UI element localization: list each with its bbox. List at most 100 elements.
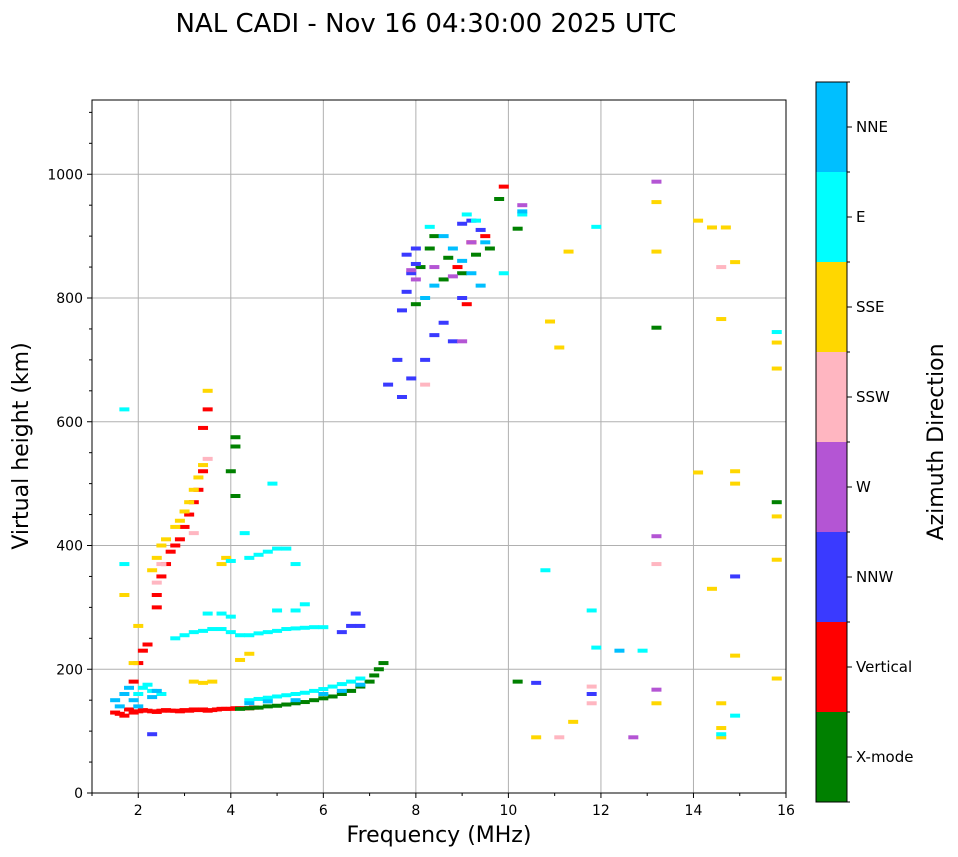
colorbar-segment (816, 352, 847, 442)
data-point (346, 623, 357, 628)
data-point (771, 676, 782, 681)
data-point (188, 531, 199, 536)
data-point (174, 537, 185, 542)
data-point (230, 444, 241, 449)
data-point (471, 252, 482, 257)
data-point (188, 630, 199, 635)
data-point (119, 562, 130, 567)
data-point (272, 694, 283, 699)
y-tick-label: 0 (74, 786, 83, 802)
data-point (221, 555, 232, 560)
data-point (244, 555, 255, 560)
data-point (480, 234, 491, 239)
data-point (133, 692, 144, 696)
data-point (420, 296, 431, 300)
data-point (142, 642, 153, 647)
data-point (373, 667, 384, 672)
data-point (262, 630, 273, 635)
data-point (346, 679, 357, 684)
data-point (771, 340, 782, 345)
data-point (225, 614, 236, 619)
data-point (151, 555, 162, 560)
data-point (651, 701, 662, 706)
grid-lines (92, 100, 787, 794)
data-point (253, 631, 264, 636)
data-point (184, 512, 195, 517)
data-point (318, 692, 329, 696)
data-point (771, 557, 782, 562)
colorbar-label: E (856, 208, 865, 226)
data-point (198, 680, 209, 685)
colorbar-segment (816, 442, 847, 532)
data-point (447, 274, 458, 279)
data-point (531, 735, 542, 740)
data-point (586, 684, 597, 689)
colorbar-segment (816, 532, 847, 622)
data-point (174, 518, 185, 523)
data-point (299, 700, 310, 705)
series-ssw (151, 265, 727, 740)
data-point (244, 701, 255, 706)
data-point (253, 552, 264, 557)
colorbar-segment (816, 262, 847, 352)
colorbar-segment (816, 622, 847, 712)
data-point (429, 283, 440, 288)
data-point (651, 562, 662, 567)
data-point (318, 687, 329, 692)
data-point (716, 317, 727, 322)
data-point (281, 702, 292, 707)
colorbar-frame (815, 81, 848, 803)
data-point (151, 688, 162, 693)
x-tick-label: 14 (685, 803, 703, 819)
data-point (151, 593, 162, 597)
x-tick-label: 2 (134, 803, 143, 819)
data-point (438, 320, 449, 325)
data-point (207, 679, 218, 684)
data-point (484, 246, 495, 251)
data-point (170, 543, 181, 548)
data-point (327, 684, 338, 689)
data-point (410, 246, 421, 251)
data-point (253, 696, 264, 701)
data-point (730, 574, 741, 579)
data-point (198, 469, 209, 474)
data-point (133, 623, 144, 628)
data-point (244, 698, 255, 703)
x-axis-ticks: 2 4 6 8 10 12 14 16 (91, 793, 795, 819)
data-point (396, 395, 407, 399)
data-point (235, 633, 246, 638)
data-point (137, 648, 148, 653)
colorbar-label: SSW (856, 388, 890, 406)
data-point (119, 407, 130, 412)
data-point (716, 701, 727, 706)
data-point (730, 469, 741, 474)
data-point (198, 628, 209, 633)
data-point (216, 627, 227, 632)
data-point (253, 705, 264, 710)
data-point (184, 500, 195, 505)
data-point (364, 679, 375, 684)
y-tick-label: 1000 (47, 167, 83, 183)
series-w (406, 179, 662, 740)
data-point (225, 558, 236, 563)
data-point (299, 690, 310, 695)
data-point (299, 625, 310, 630)
colorbar-label: NNW (856, 568, 893, 586)
data-point (262, 699, 273, 704)
data-point (401, 252, 412, 257)
data-point (498, 271, 509, 276)
data-point (706, 225, 717, 230)
x-tick-label: 12 (592, 803, 610, 819)
data-point (554, 735, 565, 740)
data-point (299, 602, 310, 607)
plot-frame (91, 99, 787, 794)
data-point (457, 221, 468, 226)
series-sse (119, 200, 782, 740)
data-point (771, 514, 782, 519)
data-point (471, 218, 482, 223)
data-point (475, 227, 486, 232)
data-point (716, 735, 727, 740)
data-point (198, 425, 209, 430)
x-tick-label: 6 (319, 803, 328, 819)
data-point (156, 692, 167, 696)
